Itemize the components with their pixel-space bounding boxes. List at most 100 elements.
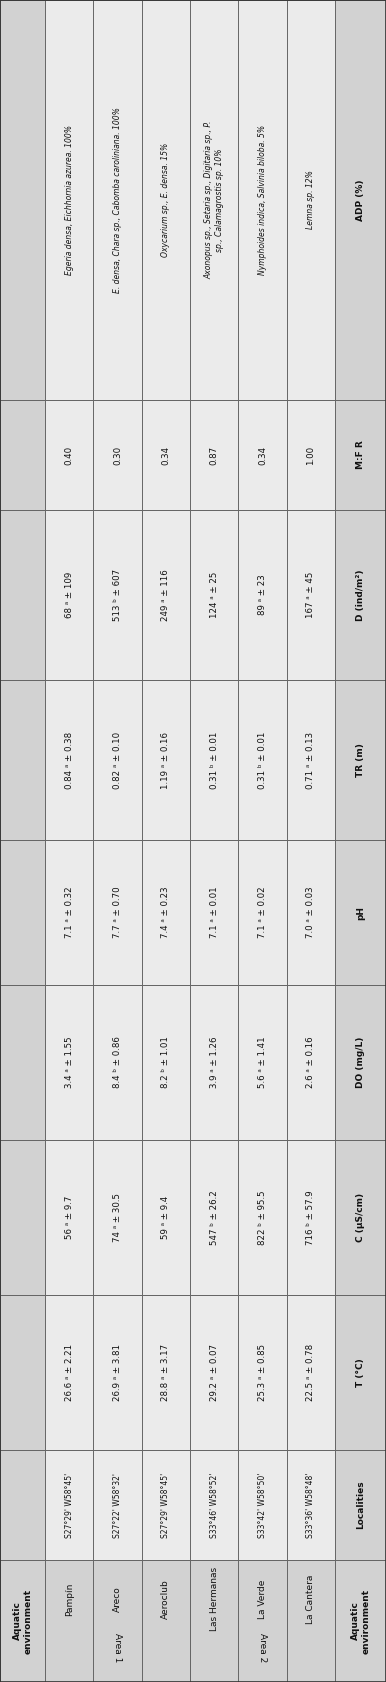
Bar (287, 1140, 335, 1295)
Bar (45, 680, 93, 839)
Text: 7.1 ᵃ ± 0.02: 7.1 ᵃ ± 0.02 (258, 886, 267, 939)
Bar (142, 400, 190, 510)
Bar (0, 839, 386, 986)
Bar (335, 986, 386, 1140)
Text: 0.31 ᵇ ± 0.01: 0.31 ᵇ ± 0.01 (258, 732, 267, 789)
Bar (287, 680, 335, 839)
Text: Localities: Localities (356, 1480, 365, 1529)
Bar (190, 400, 238, 510)
Bar (142, 1295, 190, 1450)
Text: S27°29' W58°45': S27°29' W58°45' (161, 1472, 170, 1537)
Bar (238, 400, 287, 510)
Bar (335, 0, 386, 400)
Text: 0.84 ᵃ ± 0.38: 0.84 ᵃ ± 0.38 (65, 732, 74, 789)
Bar (0, 400, 45, 510)
Bar (0, 1559, 386, 1682)
Text: S27°22' W58°32': S27°22' W58°32' (113, 1472, 122, 1537)
Bar (190, 839, 238, 986)
Text: 8.2 ᵇ ± 1.01: 8.2 ᵇ ± 1.01 (161, 1036, 170, 1088)
Bar (238, 0, 287, 400)
Text: 7.4 ᵃ ± 0.23: 7.4 ᵃ ± 0.23 (161, 886, 170, 939)
Bar (287, 1559, 335, 1682)
Bar (45, 510, 93, 680)
Bar (190, 1450, 238, 1559)
Bar (190, 1140, 238, 1295)
Bar (335, 1450, 386, 1559)
Bar (287, 0, 335, 400)
Bar (335, 1295, 386, 1450)
Bar (287, 839, 335, 986)
Text: S27°29' W58°45': S27°29' W58°45' (65, 1472, 74, 1537)
Bar (0, 1295, 386, 1450)
Bar (0, 0, 386, 400)
Text: 59 ᵃ ± 9.4: 59 ᵃ ± 9.4 (161, 1196, 170, 1240)
Text: 0.31 ᵇ ± 0.01: 0.31 ᵇ ± 0.01 (210, 732, 218, 789)
Text: 22.5 ᵃ ± 0.78: 22.5 ᵃ ± 0.78 (306, 1344, 315, 1401)
Text: 68 ᵃ ± 109: 68 ᵃ ± 109 (65, 572, 74, 617)
Bar (142, 0, 190, 400)
Text: 74 ᵃ ± 30.5: 74 ᵃ ± 30.5 (113, 1193, 122, 1241)
Bar (0, 400, 386, 510)
Text: 0.40: 0.40 (65, 446, 74, 464)
Bar (238, 839, 287, 986)
Bar (142, 986, 190, 1140)
Bar (0, 1140, 386, 1295)
Text: 26.9 ᵃ ± 3.81: 26.9 ᵃ ± 3.81 (113, 1344, 122, 1401)
Text: 0.34: 0.34 (161, 446, 170, 464)
Text: 822 ᵇ ± 95.5: 822 ᵇ ± 95.5 (258, 1191, 267, 1245)
Text: 547 ᵇ ± 26.2: 547 ᵇ ± 26.2 (210, 1191, 218, 1245)
Text: E. densa, Chara sp., Cabomba caroliniana. 100%: E. densa, Chara sp., Cabomba caroliniana… (113, 108, 122, 293)
Bar (93, 680, 142, 839)
Text: 513 ᵇ ± 607: 513 ᵇ ± 607 (113, 569, 122, 621)
Text: 2.6 ᵃ ± 0.16: 2.6 ᵃ ± 0.16 (306, 1036, 315, 1088)
Text: Nymphoides indica, Salvinia biloba. 5%: Nymphoides indica, Salvinia biloba. 5% (258, 124, 267, 276)
Text: S33°46' W58°52': S33°46' W58°52' (210, 1472, 218, 1537)
Text: 56 ᵃ ± 9.7: 56 ᵃ ± 9.7 (65, 1196, 74, 1240)
Bar (0, 510, 45, 680)
Bar (335, 1140, 386, 1295)
Text: Oxycarium sp., E. densa. 15%: Oxycarium sp., E. densa. 15% (161, 143, 170, 257)
Bar (93, 1450, 142, 1559)
Bar (190, 986, 238, 1140)
Bar (335, 510, 386, 680)
Text: 7.7 ᵃ ± 0.70: 7.7 ᵃ ± 0.70 (113, 886, 122, 939)
Text: 28.8 ᵃ ± 3.17: 28.8 ᵃ ± 3.17 (161, 1344, 170, 1401)
Text: Area 1: Area 1 (113, 1633, 122, 1662)
Bar (238, 1559, 287, 1682)
Text: 124 ᵃ ± 25: 124 ᵃ ± 25 (210, 572, 218, 619)
Text: Egeria densa, Eichhornia azurea. 100%: Egeria densa, Eichhornia azurea. 100% (65, 124, 74, 274)
Bar (142, 1450, 190, 1559)
Bar (287, 986, 335, 1140)
Bar (142, 680, 190, 839)
Bar (0, 986, 45, 1140)
Text: DO (mg/L): DO (mg/L) (356, 1036, 365, 1088)
Bar (335, 680, 386, 839)
Text: pH: pH (356, 905, 365, 920)
Bar (335, 839, 386, 986)
Bar (335, 400, 386, 510)
Bar (93, 986, 142, 1140)
Bar (93, 1295, 142, 1450)
Text: 0.30: 0.30 (113, 446, 122, 464)
Text: Areco: Areco (113, 1586, 122, 1611)
Text: 3.9 ᵃ ± 1.26: 3.9 ᵃ ± 1.26 (210, 1036, 218, 1088)
Bar (190, 680, 238, 839)
Text: S33°36' W58°48': S33°36' W58°48' (306, 1472, 315, 1537)
Bar (287, 510, 335, 680)
Text: C (µS/cm): C (µS/cm) (356, 1193, 365, 1241)
Bar (0, 0, 45, 400)
Text: 89 ᵃ ± 23: 89 ᵃ ± 23 (258, 575, 267, 616)
Text: 0.71 ᵃ ± 0.13: 0.71 ᵃ ± 0.13 (306, 732, 315, 789)
Bar (142, 1140, 190, 1295)
Text: 716 ᵇ ± 57.9: 716 ᵇ ± 57.9 (306, 1191, 315, 1245)
Text: 29.2 ᵃ ± 0.07: 29.2 ᵃ ± 0.07 (210, 1344, 218, 1401)
Bar (238, 986, 287, 1140)
Text: 1.19 ᵃ ± 0.16: 1.19 ᵃ ± 0.16 (161, 732, 170, 789)
Bar (142, 1559, 190, 1682)
Text: La Cantera: La Cantera (306, 1574, 315, 1623)
Text: TR (m): TR (m) (356, 743, 365, 777)
Bar (190, 1295, 238, 1450)
Text: 25.3 ᵃ ± 0.85: 25.3 ᵃ ± 0.85 (258, 1344, 267, 1401)
Bar (0, 839, 45, 986)
Bar (335, 1559, 386, 1682)
